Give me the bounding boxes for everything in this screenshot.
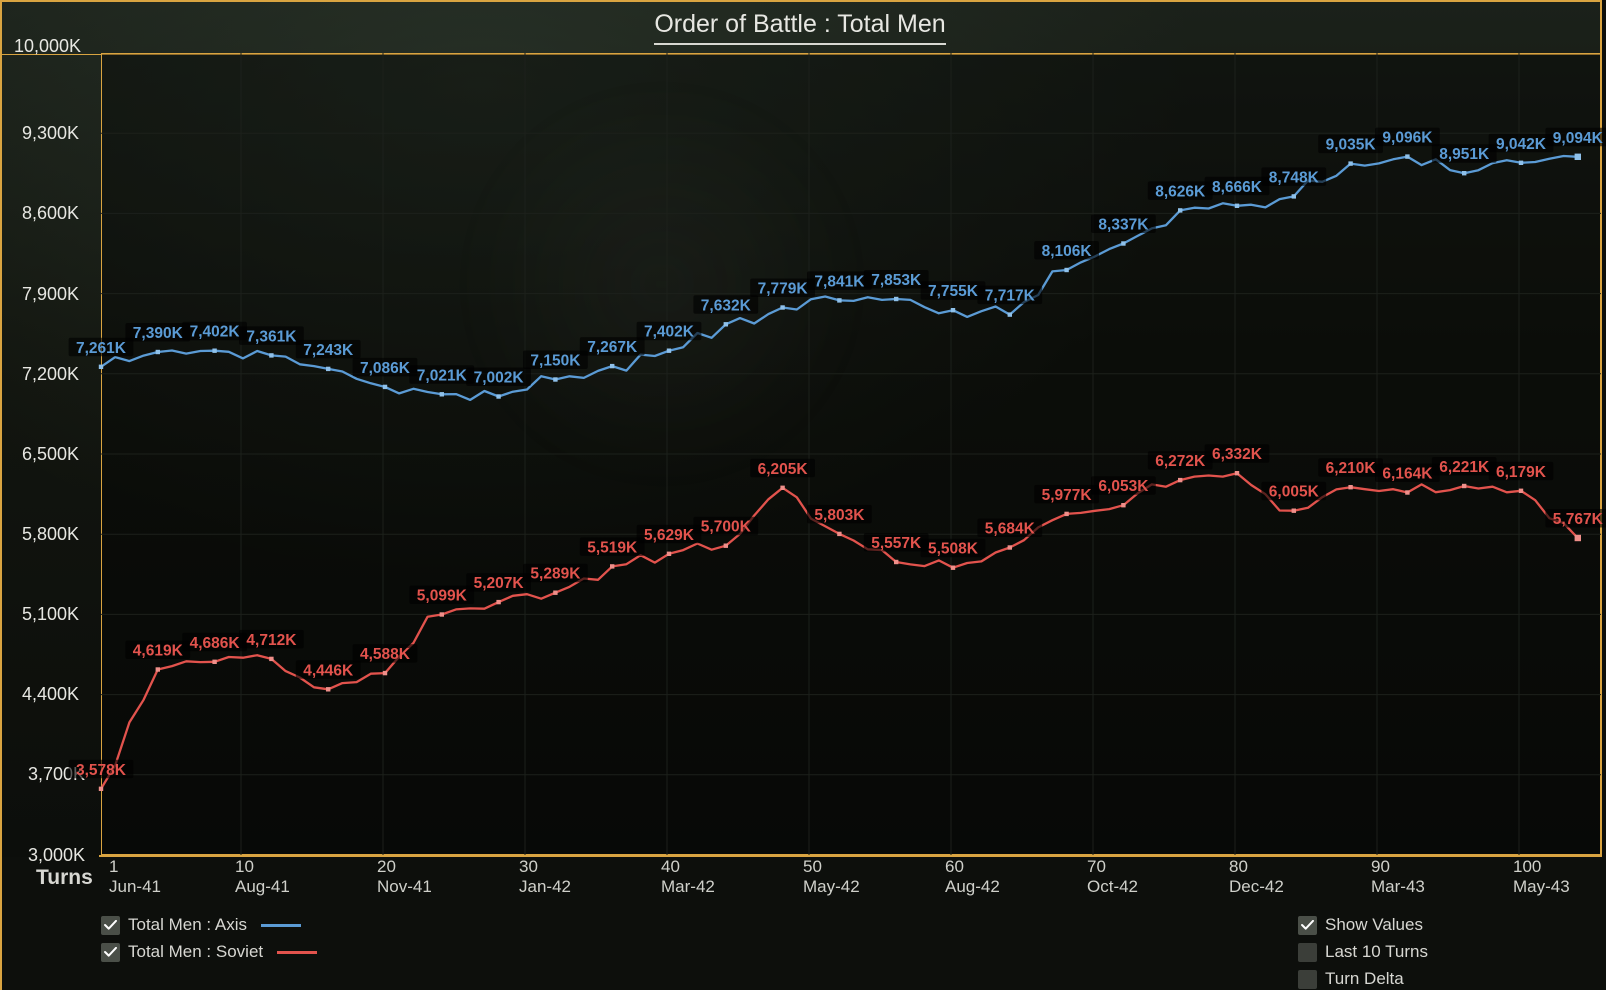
svg-text:6,272K: 6,272K bbox=[1155, 453, 1206, 470]
svg-text:5,767K: 5,767K bbox=[1553, 511, 1604, 528]
svg-text:9,094K: 9,094K bbox=[1553, 130, 1604, 147]
svg-text:5,803K: 5,803K bbox=[814, 507, 865, 524]
svg-text:4,446K: 4,446K bbox=[303, 662, 354, 679]
svg-text:4,712K: 4,712K bbox=[246, 632, 297, 649]
svg-text:9,096K: 9,096K bbox=[1382, 130, 1433, 147]
svg-text:5,684K: 5,684K bbox=[985, 521, 1036, 538]
svg-text:4,588K: 4,588K bbox=[360, 646, 411, 663]
svg-text:3,578K: 3,578K bbox=[76, 762, 127, 779]
svg-text:4,686K: 4,686K bbox=[190, 635, 241, 652]
svg-text:7,853K: 7,853K bbox=[871, 272, 922, 289]
svg-text:7,267K: 7,267K bbox=[587, 339, 638, 356]
svg-text:8,748K: 8,748K bbox=[1269, 169, 1320, 186]
svg-text:7,261K: 7,261K bbox=[76, 340, 127, 357]
svg-text:6,179K: 6,179K bbox=[1496, 464, 1547, 481]
svg-text:6,005K: 6,005K bbox=[1269, 484, 1320, 501]
svg-text:7,086K: 7,086K bbox=[360, 360, 411, 377]
svg-text:6,332K: 6,332K bbox=[1212, 446, 1263, 463]
svg-text:5,700K: 5,700K bbox=[701, 519, 752, 536]
svg-text:8,666K: 8,666K bbox=[1212, 179, 1263, 196]
svg-text:5,099K: 5,099K bbox=[417, 588, 468, 605]
svg-text:7,841K: 7,841K bbox=[814, 273, 865, 290]
svg-text:5,289K: 5,289K bbox=[530, 566, 581, 583]
svg-text:7,632K: 7,632K bbox=[701, 297, 752, 314]
svg-text:7,361K: 7,361K bbox=[246, 328, 297, 345]
svg-text:7,779K: 7,779K bbox=[758, 281, 809, 298]
svg-text:5,629K: 5,629K bbox=[644, 527, 695, 544]
svg-text:6,053K: 6,053K bbox=[1098, 478, 1149, 495]
svg-text:7,150K: 7,150K bbox=[530, 353, 581, 370]
svg-text:7,390K: 7,390K bbox=[133, 325, 184, 342]
svg-text:7,243K: 7,243K bbox=[303, 342, 354, 359]
svg-text:9,035K: 9,035K bbox=[1326, 137, 1377, 154]
svg-text:9,042K: 9,042K bbox=[1496, 136, 1547, 153]
svg-text:8,337K: 8,337K bbox=[1098, 217, 1149, 234]
svg-text:5,207K: 5,207K bbox=[474, 575, 525, 592]
svg-text:7,717K: 7,717K bbox=[985, 288, 1036, 305]
svg-text:7,402K: 7,402K bbox=[190, 324, 241, 341]
svg-text:7,002K: 7,002K bbox=[474, 370, 525, 387]
svg-text:8,106K: 8,106K bbox=[1042, 243, 1093, 260]
svg-text:4,619K: 4,619K bbox=[133, 643, 184, 660]
svg-text:6,164K: 6,164K bbox=[1382, 466, 1433, 483]
svg-text:7,402K: 7,402K bbox=[644, 324, 695, 341]
svg-text:5,977K: 5,977K bbox=[1042, 487, 1093, 504]
svg-text:7,021K: 7,021K bbox=[417, 367, 468, 384]
svg-text:8,626K: 8,626K bbox=[1155, 183, 1206, 200]
svg-text:8,951K: 8,951K bbox=[1439, 146, 1490, 163]
svg-text:5,508K: 5,508K bbox=[928, 541, 979, 558]
svg-text:6,210K: 6,210K bbox=[1326, 460, 1377, 477]
svg-text:5,519K: 5,519K bbox=[587, 539, 638, 556]
svg-text:6,221K: 6,221K bbox=[1439, 459, 1490, 476]
svg-text:6,205K: 6,205K bbox=[758, 461, 809, 478]
svg-text:5,557K: 5,557K bbox=[871, 535, 922, 552]
svg-text:7,755K: 7,755K bbox=[928, 283, 979, 300]
